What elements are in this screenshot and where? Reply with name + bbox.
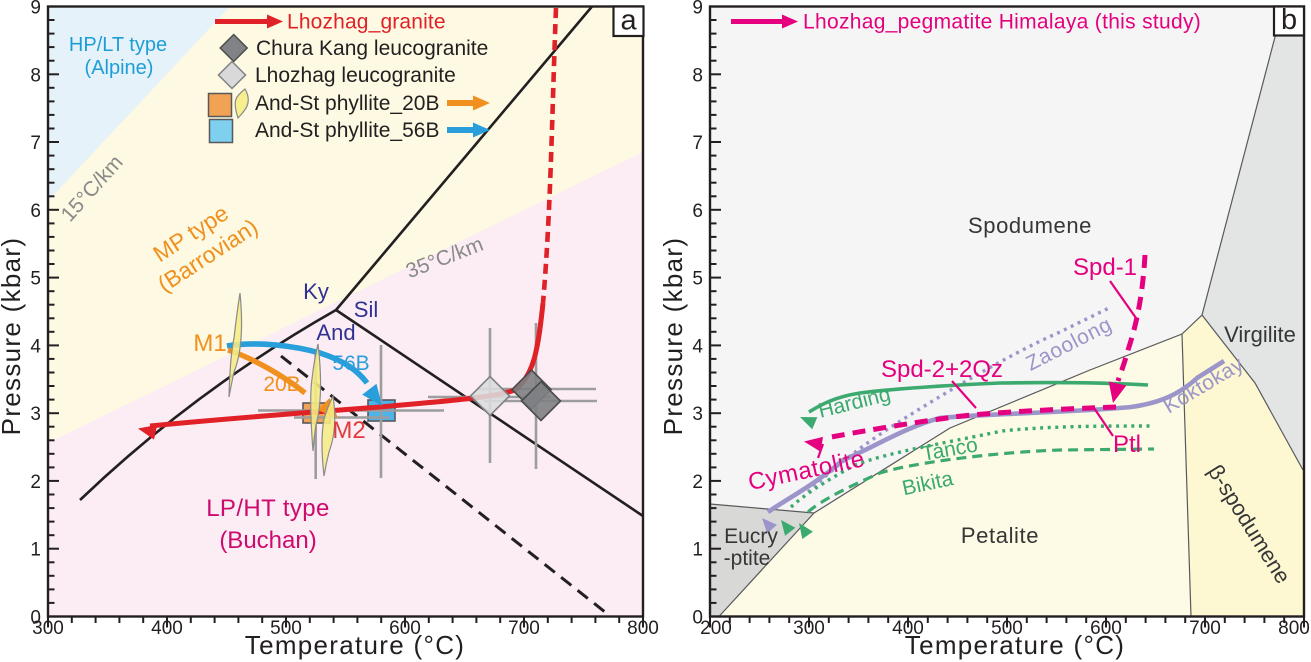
svg-text:a: a [620, 5, 637, 37]
svg-text:5: 5 [692, 269, 703, 290]
svg-text:800: 800 [627, 618, 659, 639]
svg-text:M2: M2 [332, 417, 365, 444]
svg-text:20B: 20B [263, 373, 300, 396]
svg-text:Spd-1: Spd-1 [1073, 254, 1137, 281]
svg-text:M1: M1 [193, 330, 226, 357]
svg-text:600: 600 [1090, 618, 1122, 639]
svg-text:4: 4 [30, 336, 41, 357]
svg-text:-ptite: -ptite [724, 547, 771, 570]
svg-text:400: 400 [892, 618, 924, 639]
svg-text:5: 5 [30, 269, 41, 290]
svg-text:Lhozhag_granite: Lhozhag_granite [287, 11, 446, 34]
svg-text:6: 6 [30, 201, 41, 222]
svg-text:1: 1 [30, 540, 41, 561]
svg-text:Pressure (kbar): Pressure (kbar) [0, 237, 26, 436]
svg-text:(Buchan): (Buchan) [219, 527, 316, 554]
svg-text:2: 2 [692, 472, 703, 493]
svg-text:Lhozhag leucogranite: Lhozhag leucogranite [255, 64, 456, 87]
svg-text:9: 9 [692, 0, 703, 19]
svg-text:500: 500 [270, 618, 302, 639]
svg-text:Temperature (°C): Temperature (°C) [905, 630, 1125, 660]
svg-text:b: b [1281, 4, 1297, 36]
svg-text:7: 7 [692, 133, 703, 154]
svg-text:0: 0 [692, 608, 703, 629]
svg-text:700: 700 [1189, 618, 1221, 639]
svg-text:And: And [316, 320, 355, 345]
svg-text:Virgilite: Virgilite [1224, 322, 1296, 347]
svg-text:400: 400 [151, 618, 183, 639]
svg-text:200: 200 [700, 618, 732, 639]
svg-text:1: 1 [692, 540, 703, 561]
svg-text:2: 2 [30, 472, 41, 493]
svg-text:Chura Kang leucogranite: Chura Kang leucogranite [256, 37, 488, 60]
svg-text:Pressure (kbar): Pressure (kbar) [658, 237, 688, 436]
svg-text:Petalite: Petalite [961, 523, 1039, 548]
svg-text:6: 6 [692, 201, 703, 222]
svg-text:600: 600 [389, 618, 421, 639]
svg-text:4: 4 [692, 336, 703, 357]
svg-text:Ky: Ky [303, 279, 329, 304]
svg-text:700: 700 [508, 618, 540, 639]
svg-text:8: 8 [692, 65, 703, 86]
svg-text:LP/HT type: LP/HT type [206, 495, 330, 522]
svg-text:And-St phyllite_56B: And-St phyllite_56B [255, 119, 439, 142]
svg-text:Temperature (°C): Temperature (°C) [245, 630, 465, 660]
svg-text:3: 3 [30, 404, 41, 425]
svg-text:7: 7 [30, 133, 41, 154]
svg-text:And-St phyllite_20B: And-St phyllite_20B [255, 92, 439, 115]
svg-text:Eucry: Eucry [724, 525, 778, 548]
svg-text:Lhozhag_pegmatite Himalaya (th: Lhozhag_pegmatite Himalaya (this study) [803, 11, 1201, 34]
svg-text:300: 300 [32, 618, 64, 639]
svg-text:300: 300 [793, 618, 825, 639]
svg-text:800: 800 [1278, 618, 1310, 639]
svg-text:HP/LT type: HP/LT type [69, 34, 167, 56]
svg-text:3: 3 [692, 404, 703, 425]
svg-text:(Alpine): (Alpine) [85, 57, 154, 79]
svg-text:9: 9 [30, 0, 41, 19]
svg-text:500: 500 [991, 618, 1023, 639]
svg-text:56B: 56B [332, 352, 369, 375]
svg-text:8: 8 [30, 65, 41, 86]
svg-text:Spodumene: Spodumene [968, 213, 1092, 238]
svg-text:Spd-2+2Qz: Spd-2+2Qz [881, 356, 1003, 383]
svg-text:Ptl: Ptl [1113, 431, 1141, 458]
svg-text:0: 0 [30, 608, 41, 629]
svg-text:Sil: Sil [354, 297, 378, 322]
